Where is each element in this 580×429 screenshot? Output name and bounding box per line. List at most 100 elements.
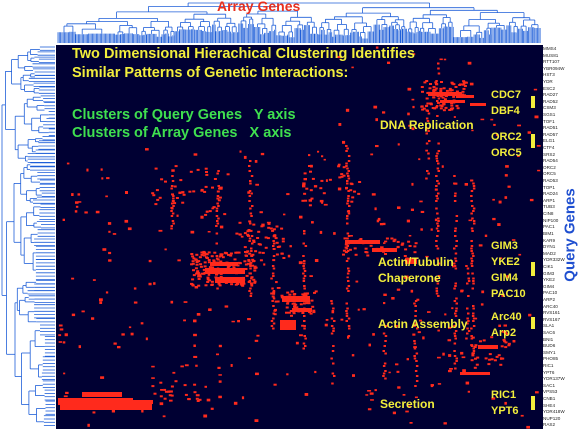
interaction-cell: [437, 295, 440, 297]
interaction-cell: [348, 327, 351, 330]
interaction-cell: [248, 263, 252, 266]
interaction-cell: [218, 395, 222, 399]
interaction-cell: [454, 260, 458, 262]
interaction-cell: [504, 332, 508, 335]
interaction-cell: [448, 87, 452, 90]
interaction-cell: [397, 386, 401, 389]
interaction-cell: [437, 162, 440, 165]
interaction-cell: [470, 212, 473, 215]
interaction-cell: [471, 129, 474, 132]
interaction-cell: [243, 260, 247, 263]
interaction-cell: [58, 324, 63, 327]
interaction-cell: [305, 187, 309, 190]
interaction-cell: [248, 190, 252, 192]
query-gene-label: MMS4: [543, 46, 557, 51]
interaction-cell: [207, 251, 211, 254]
interaction-cell: [412, 105, 415, 109]
interaction-cell: [111, 409, 115, 413]
interaction-cell: [435, 227, 439, 230]
query-gene-label: TUB3: [543, 204, 555, 210]
interaction-cell: [472, 305, 475, 307]
interaction-cell: [220, 253, 224, 256]
interaction-cell: [375, 145, 379, 148]
interaction-cell: [248, 290, 251, 292]
interaction-cell: [302, 265, 305, 267]
interaction-cell: [437, 67, 440, 70]
interaction-cell: [252, 278, 256, 281]
interaction-cell: [463, 81, 467, 84]
interaction-cell: [382, 372, 386, 375]
interaction-cell: [342, 140, 346, 144]
interaction-cell: [344, 246, 348, 249]
interaction-cell: [517, 124, 521, 127]
interaction-cell: [187, 398, 191, 401]
interaction-cell: [151, 192, 155, 195]
interaction-cell: [470, 103, 486, 106]
interaction-cell: [405, 258, 417, 264]
query-gene-label: NIP100: [543, 217, 559, 223]
interaction-cell: [470, 227, 474, 230]
interaction-cell: [218, 255, 221, 258]
query-axis-line: Clusters of Query Genes Y axis: [72, 107, 296, 123]
interaction-cell: [310, 164, 313, 168]
interaction-cell: [195, 261, 199, 263]
interaction-cell: [215, 225, 218, 227]
interaction-cell: [460, 289, 464, 293]
interaction-cell: [337, 165, 341, 168]
interaction-cell: [471, 272, 474, 275]
interaction-cell: [382, 332, 386, 335]
interaction-cell: [239, 150, 242, 153]
interaction-cell: [411, 53, 416, 55]
interaction-cell: [501, 357, 505, 360]
interaction-cell: [435, 185, 438, 187]
interaction-cell: [536, 145, 541, 147]
interaction-cell: [249, 180, 252, 182]
interaction-cell: [374, 389, 377, 392]
interaction-cell: [467, 312, 470, 315]
interaction-cell: [512, 340, 516, 343]
interaction-cell: [408, 124, 412, 127]
interaction-cell: [471, 352, 475, 355]
interaction-cell: [238, 233, 242, 236]
interaction-cell: [534, 115, 539, 119]
interaction-cell: [413, 346, 417, 348]
interaction-cell: [354, 253, 358, 256]
interaction-cell: [184, 364, 189, 367]
interaction-cell: [130, 332, 134, 336]
query-genes-dendrogram: [1, 46, 55, 427]
interaction-cell: [461, 90, 465, 93]
interaction-cell: [210, 255, 214, 258]
interaction-cell: [99, 298, 103, 302]
interaction-cell: [470, 335, 473, 337]
interaction-cell: [203, 190, 207, 193]
interaction-cell: [347, 267, 350, 270]
interaction-cell: [474, 357, 477, 360]
interaction-cell: [71, 277, 75, 280]
interaction-cell: [208, 308, 212, 311]
interaction-cell: [159, 381, 163, 384]
interaction-cell: [215, 277, 245, 283]
interaction-cell: [310, 197, 314, 200]
interaction-cell: [251, 253, 255, 256]
interaction-cell: [445, 89, 449, 92]
interaction-cell: [216, 197, 219, 200]
interaction-cell: [105, 195, 108, 198]
interaction-cell: [454, 367, 457, 370]
interaction-cell: [384, 377, 387, 380]
interaction-cell: [346, 200, 350, 202]
interaction-cell: [292, 308, 312, 312]
interaction-cell: [217, 199, 221, 202]
interaction-cell: [442, 352, 445, 356]
interaction-cell: [248, 272, 252, 275]
interaction-cell: [401, 242, 405, 245]
query-gene-label: SHE4: [543, 402, 556, 408]
interaction-cell: [133, 301, 138, 304]
interaction-cell: [294, 306, 298, 309]
interaction-cell: [346, 167, 349, 170]
interaction-cell: [200, 272, 204, 275]
interaction-cell: [177, 259, 181, 262]
interaction-cell: [434, 106, 438, 109]
interaction-cell: [382, 111, 386, 114]
interaction-cell: [415, 360, 418, 362]
interaction-cell: [470, 327, 473, 330]
